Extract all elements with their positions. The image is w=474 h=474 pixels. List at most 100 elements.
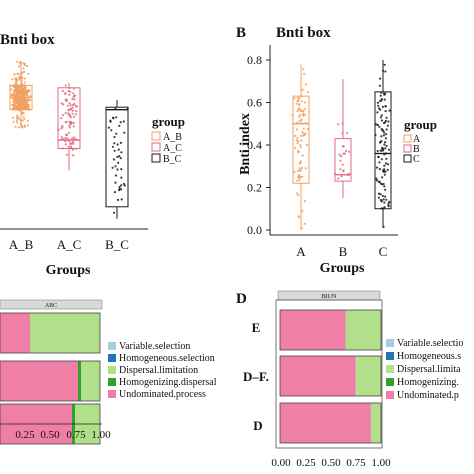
panel-b-y-tick-label: 0.0	[247, 223, 262, 237]
panel-a-point	[57, 128, 60, 131]
panel-a-point	[19, 61, 22, 64]
panel-b-point	[299, 160, 302, 163]
panel-a-point	[68, 93, 71, 96]
panel-a-point	[17, 93, 20, 97]
panel-b-point	[387, 205, 390, 208]
panel-b-point	[383, 131, 386, 134]
panel-a-point	[73, 102, 76, 105]
panel-b-legend: A B C	[403, 134, 421, 165]
panel-b-point	[302, 127, 305, 130]
panel-a-point	[68, 126, 71, 129]
panel-a-point	[20, 81, 23, 85]
panel-b-point	[381, 69, 385, 72]
panel-b-point	[300, 134, 303, 138]
panel-a-point	[64, 143, 67, 146]
panel-a-point	[13, 95, 16, 98]
panel-b-point	[386, 124, 389, 127]
panel-a-point	[16, 60, 19, 63]
panel-a-point	[20, 79, 23, 82]
panel-d-xtick-050: 0.50	[321, 457, 341, 469]
panel-b-point	[300, 166, 304, 169]
panel-a-point	[74, 138, 77, 141]
panel-b-point	[301, 175, 304, 178]
legend-d-homogeneous-selection: Homogeneous.s	[397, 351, 461, 362]
panel-b-point	[380, 119, 383, 122]
panel-a-point	[23, 125, 26, 128]
panel-c-xtick-025: 0.25	[15, 429, 35, 441]
panel-a-point	[11, 78, 14, 81]
panel-b-point	[291, 114, 294, 117]
panel-a-point	[18, 62, 21, 65]
panel-a-point	[114, 181, 117, 184]
panel-b-point	[299, 144, 302, 147]
panel-a-point	[61, 126, 64, 129]
panel-c-segment-undominated-process	[0, 313, 30, 353]
panel-a-point	[9, 84, 12, 87]
panel-b-point	[341, 122, 344, 125]
panel-a-point	[21, 83, 24, 86]
panel-b-point	[379, 116, 382, 119]
panel-a-point	[72, 92, 75, 95]
panel-b-point	[377, 180, 380, 183]
panel-b-point	[297, 215, 300, 218]
panel-b-point	[386, 168, 389, 171]
legend-homogeneous-selection: Homogeneous.selection	[119, 353, 215, 364]
panel-b-point	[383, 173, 386, 176]
legend-key-bc	[151, 153, 161, 163]
legend-key-d-undominated-process	[386, 391, 394, 399]
legend-key-homogeneous-selection	[108, 354, 116, 362]
legend-key-ac	[151, 142, 161, 152]
panel-b-point	[303, 101, 306, 104]
panel-a-point	[69, 146, 73, 150]
panel-a-point	[26, 105, 29, 108]
panel-a-point	[25, 108, 28, 111]
panel-b-point	[297, 140, 300, 143]
legend-key-d-homogenizing-dispersal	[386, 378, 394, 386]
panel-a-point	[72, 95, 75, 98]
panel-a-point	[115, 116, 118, 119]
panel-a-point	[114, 107, 117, 110]
panel-c-segment-dispersal-limitation	[30, 313, 100, 353]
panel-a-point	[119, 121, 122, 124]
panel-a-point	[69, 114, 72, 118]
panel-b-point	[304, 132, 307, 135]
panel-a-point	[21, 76, 24, 80]
panel-b-box-b	[334, 138, 352, 182]
panel-b-point	[303, 72, 306, 75]
panel-b-point	[381, 147, 384, 150]
panel-a-point	[26, 124, 29, 127]
panel-b-point	[387, 120, 390, 123]
panel-b-point	[294, 134, 297, 137]
panel-b-point	[348, 150, 351, 153]
panel-a-point	[112, 158, 115, 161]
panel-b-point	[380, 91, 383, 94]
panel-b-point	[384, 170, 387, 173]
panel-a-point	[120, 188, 123, 191]
panel-c-legend: Variable.selection Homogeneous.selection…	[108, 341, 217, 400]
panel-a-point	[15, 93, 18, 96]
panel-d-bar-outline	[279, 355, 382, 397]
panel-b-point	[379, 99, 382, 103]
panel-b-point	[378, 168, 381, 171]
panel-a-point	[107, 126, 110, 129]
panel-d-plot	[279, 309, 382, 444]
panel-a-point	[71, 109, 74, 112]
legend-homogenizing-dispersal: Homogenizing.dispersal	[119, 377, 217, 388]
panel-a-point	[72, 154, 75, 157]
panel-a-point	[113, 211, 116, 214]
panel-a-point	[75, 110, 78, 113]
panel-a-point	[74, 147, 77, 150]
panel-b-point	[382, 92, 386, 95]
panel-a-point	[64, 112, 67, 115]
panel-a-point	[120, 151, 123, 154]
panel-a-point	[72, 142, 75, 145]
panel-b-point	[339, 168, 342, 171]
panel-a-point	[61, 114, 65, 117]
panel-b-point	[377, 196, 380, 199]
panel-a-point	[115, 132, 118, 135]
panel-a-point	[116, 168, 119, 171]
panel-a-point	[72, 115, 76, 118]
panel-b-tick-a: A	[296, 244, 306, 259]
panel-b-point	[296, 179, 299, 182]
panel-b-point	[304, 83, 307, 86]
